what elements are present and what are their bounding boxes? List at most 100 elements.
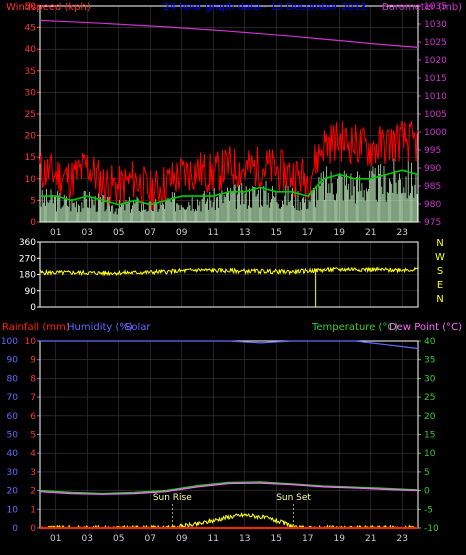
wind-panel-hour-label-3: 07: [145, 228, 156, 238]
average-wind-series: [40, 169, 419, 206]
humidity-axis-tick-label-2: 20: [7, 487, 19, 497]
humidity-series: [40, 340, 419, 350]
wind-panel-hour-label-11: 23: [397, 228, 408, 238]
humidity-axis-tick-label-1: 10: [7, 505, 19, 515]
temperature-axis-tick-label-1: -5: [424, 505, 433, 515]
humidity-axis-tick-label-9: 90: [7, 356, 19, 366]
rainfall-tick-label-6: 6: [30, 412, 36, 422]
barometer-axis-tick-label-11: 1030: [424, 20, 447, 30]
temperature-axis-tick-label-9: 35: [424, 356, 435, 366]
humidity-axis-tick-label-4: 40: [7, 449, 19, 459]
humidity-axis-tick-label-5: 50: [7, 431, 19, 441]
wind-axis-tick-label-2: 10: [25, 175, 37, 185]
humidity-axis-title: Humidity (%): [67, 322, 133, 333]
temp-panel-hour-label-4: 09: [176, 534, 188, 544]
wind-panel-hour-label-0: 01: [50, 228, 61, 238]
barometer-series: [39, 19, 419, 48]
wind-panel-hour-label-10: 21: [365, 228, 376, 238]
rainfall-tick-label-10: 10: [25, 337, 37, 347]
wind-direction-series: [39, 266, 419, 277]
dewpoint-series: [39, 482, 419, 495]
wind-axis-tick-label-3: 15: [25, 153, 36, 163]
compass-label-3: E: [437, 280, 443, 291]
temperature-axis-tick-label-4: 10: [424, 449, 436, 459]
windspeed-series: [39, 120, 419, 212]
temp-panel-hour-label-11: 23: [397, 534, 408, 544]
humidity-axis-tick-label-8: 80: [7, 374, 19, 384]
temperature-axis-tick-label-5: 15: [424, 431, 435, 441]
wind-panel-hour-label-4: 09: [176, 228, 188, 238]
humidity-axis-tick-label-7: 70: [7, 393, 19, 403]
wind-axis-tick-label-1: 5: [30, 196, 36, 206]
temperature-axis-tick-label-0: -10: [424, 524, 439, 534]
compass-label-1: W: [435, 252, 445, 263]
barometer-axis-title: Barometer (mb): [382, 2, 462, 13]
rainfall-tick-label-8: 8: [30, 374, 36, 384]
temperature-axis-tick-label-10: 40: [424, 337, 436, 347]
direction-axis-tick-label-0: 0: [30, 303, 36, 313]
barometer-axis-tick-label-5: 1000: [424, 128, 447, 138]
solar-axis-title: Solar: [125, 322, 151, 333]
barometer-axis-tick-label-9: 1020: [424, 56, 447, 66]
wind-axis-tick-label-6: 30: [25, 88, 37, 98]
compass-label-4: N: [436, 294, 443, 305]
temp-panel-hour-label-0: 01: [50, 534, 61, 544]
rainfall-tick-label-7: 7: [30, 393, 36, 403]
sun-annotation-0: Sun Rise: [153, 493, 192, 503]
rainfall-tick-label-1: 1: [30, 505, 36, 515]
direction-axis-tick-label-1: 90: [25, 287, 37, 297]
direction-axis-tick-label-4: 360: [19, 238, 36, 248]
rainfall-tick-label-9: 9: [30, 356, 36, 366]
compass-label-2: S: [437, 266, 443, 277]
barometer-axis-tick-label-3: 990: [424, 164, 441, 174]
temperature-axis-tick-label-3: 5: [424, 468, 430, 478]
rainfall-tick-label-0: 0: [30, 524, 36, 534]
humidity-axis-tick-label-10: 100: [1, 337, 18, 347]
wind-axis-tick-label-8: 40: [25, 45, 37, 55]
barometer-axis-tick-label-1: 980: [424, 200, 441, 210]
direction-axis-tick-label-2: 180: [19, 271, 36, 281]
wind-axis-tick-label-5: 25: [25, 110, 36, 120]
direction-axis-tick-label-3: 270: [19, 254, 36, 264]
wind-axis-tick-label-7: 35: [25, 67, 36, 77]
windspeed-axis-title: Windspeed (kph): [6, 2, 91, 13]
wind-axis-tick-label-10: 50: [25, 2, 37, 12]
temp-panel-hour-label-8: 17: [302, 534, 313, 544]
direction-panel-frame: [39, 241, 419, 308]
rainfall-tick-label-2: 2: [30, 487, 36, 497]
temp-panel-hour-label-10: 21: [365, 534, 376, 544]
barometer-axis-tick-label-12: 1035: [424, 2, 447, 12]
temp-panel-hour-label-2: 05: [113, 534, 124, 544]
wind-axis-tick-label-9: 45: [25, 24, 36, 34]
wind-axis-tick-label-4: 20: [25, 132, 37, 142]
rainfall-tick-label-3: 3: [30, 468, 36, 478]
wind-panel-hour-label-9: 19: [334, 228, 346, 238]
wind-panel-hour-label-1: 03: [82, 228, 93, 238]
temperature-axis-title: Temperature (°C): [311, 322, 398, 333]
wind-panel-hour-label-7: 15: [271, 228, 282, 238]
barometer-axis-tick-label-10: 1025: [424, 38, 447, 48]
temperature-axis-tick-label-6: 20: [424, 412, 436, 422]
barometer-axis-tick-label-0: 975: [424, 218, 441, 228]
temp-panel-hour-label-7: 15: [271, 534, 282, 544]
temperature-axis-tick-label-7: 25: [424, 393, 435, 403]
wind-axis-tick-label-0: 0: [30, 218, 36, 228]
temp-panel-hour-label-6: 13: [239, 534, 250, 544]
temperature-series: [39, 481, 419, 495]
temperature-axis-tick-label-2: 0: [424, 487, 430, 497]
wind-panel-frame: [39, 5, 419, 223]
dewpoint-axis-title: Dew Point (°C): [389, 322, 462, 333]
chart-title: 24 hour graph data - 12 December 2013: [163, 2, 366, 13]
temp-panel-hour-label-1: 03: [82, 534, 93, 544]
humidity-axis-tick-label-6: 60: [7, 412, 19, 422]
barometer-axis-tick-label-7: 1010: [424, 92, 447, 102]
temp-panel-hour-label-3: 07: [145, 534, 156, 544]
barometer-axis-tick-label-2: 985: [424, 182, 441, 192]
rainfall-tick-label-4: 4: [30, 449, 36, 459]
barometer-axis-tick-label-8: 1015: [424, 74, 447, 84]
temperature-axis-tick-label-8: 30: [424, 374, 436, 384]
rainfall-axis-title: Rainfall (mm): [2, 322, 70, 333]
humidity-axis-tick-label-0: 0: [12, 524, 18, 534]
barometer-axis-tick-label-6: 1005: [424, 110, 447, 120]
